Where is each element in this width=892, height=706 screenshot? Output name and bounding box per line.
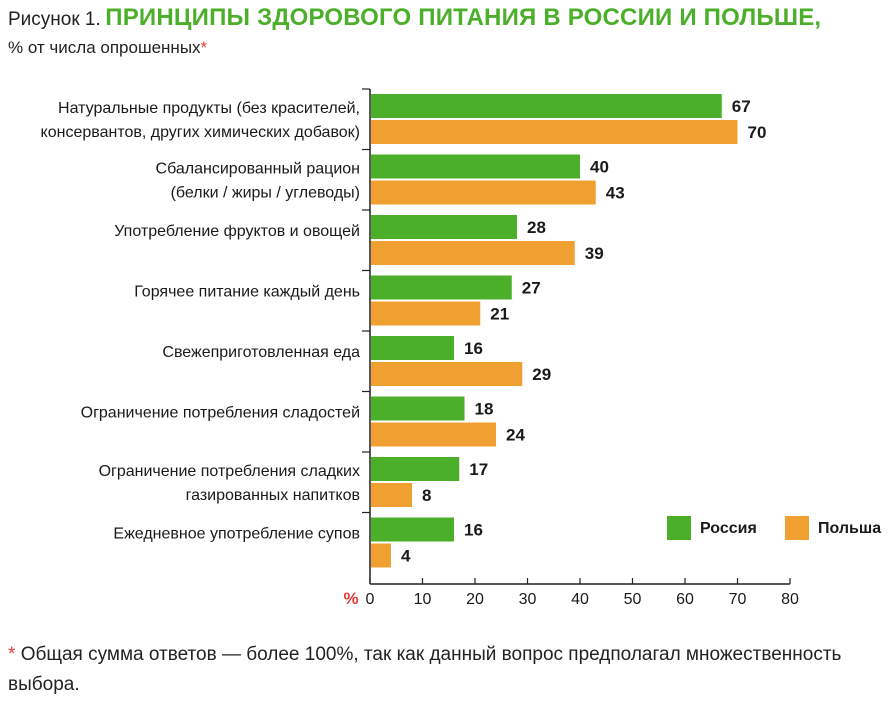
footnote-asterisk: * bbox=[8, 644, 16, 665]
data-label: 39 bbox=[585, 244, 604, 263]
x-axis-label: % bbox=[343, 589, 358, 608]
data-label: 16 bbox=[464, 521, 483, 540]
category-label: Ограничение потребления сладких bbox=[99, 463, 360, 480]
bar bbox=[371, 543, 391, 568]
category-label: консервантов, других химических добавок) bbox=[41, 124, 360, 141]
category-label: Натуральные продукты (без красителей, bbox=[58, 100, 360, 117]
data-label: 18 bbox=[475, 400, 494, 419]
bar bbox=[371, 422, 496, 447]
bar bbox=[371, 517, 454, 542]
data-label: 24 bbox=[506, 426, 525, 445]
category-label: Сбалансированный рацион bbox=[156, 161, 360, 178]
x-tick-label: 10 bbox=[414, 591, 432, 608]
subtitle-asterisk: * bbox=[200, 38, 208, 57]
data-label: 43 bbox=[606, 184, 625, 203]
chart-title-line: Рисунок 1. ПРИНЦИПЫ ЗДОРОВОГО ПИТАНИЯ В … bbox=[8, 4, 821, 32]
data-label: 29 bbox=[532, 365, 551, 384]
legend-swatch bbox=[667, 516, 691, 540]
chart-title: ПРИНЦИПЫ ЗДОРОВОГО ПИТАНИЯ В РОССИИ И ПО… bbox=[105, 4, 822, 31]
x-tick-label: 30 bbox=[519, 591, 537, 608]
category-label: Горячее питание каждый день bbox=[134, 284, 360, 301]
bar bbox=[371, 215, 517, 239]
legend-label: Россия bbox=[700, 520, 757, 537]
category-label: (белки / жиры / углеводы) bbox=[171, 185, 360, 202]
bar bbox=[371, 301, 481, 326]
bar bbox=[371, 180, 596, 205]
x-tick-label: 20 bbox=[466, 591, 484, 608]
bar bbox=[371, 483, 412, 507]
footnote-text: Общая сумма ответов — более 100%, так ка… bbox=[8, 644, 842, 695]
x-tick-label: 60 bbox=[676, 591, 694, 608]
data-label: 70 bbox=[748, 123, 767, 142]
data-label: 17 bbox=[469, 460, 488, 479]
legend-swatch bbox=[785, 516, 809, 540]
data-label: 8 bbox=[422, 486, 431, 505]
x-tick-label: 40 bbox=[571, 591, 589, 608]
data-label: 16 bbox=[464, 339, 483, 358]
x-tick-label: 50 bbox=[624, 591, 642, 608]
data-label: 40 bbox=[590, 158, 609, 177]
bar bbox=[371, 362, 523, 386]
data-label: 28 bbox=[527, 218, 546, 237]
data-label: 67 bbox=[732, 97, 751, 116]
bar bbox=[371, 457, 460, 481]
footnote: * Общая сумма ответов — более 100%, так … bbox=[8, 640, 868, 700]
data-label: 21 bbox=[490, 305, 509, 324]
bar bbox=[371, 94, 722, 118]
bar bbox=[371, 336, 454, 360]
bar bbox=[371, 154, 580, 179]
x-tick-label: 0 bbox=[366, 591, 375, 608]
data-label: 27 bbox=[522, 279, 541, 298]
bar bbox=[371, 241, 575, 265]
x-tick-label: 70 bbox=[729, 591, 747, 608]
bar bbox=[371, 275, 512, 300]
chart-subtitle-line: % от числа опрошенных* bbox=[8, 38, 207, 58]
bar bbox=[371, 120, 738, 144]
chart-subtitle: % от числа опрошенных bbox=[8, 38, 201, 57]
data-label: 4 bbox=[401, 547, 411, 566]
legend-label: Польша bbox=[818, 520, 881, 537]
category-label: Ежедневное употребление супов bbox=[113, 526, 360, 543]
category-label: Употребление фруктов и овощей bbox=[114, 223, 360, 240]
figure-label: Рисунок 1. bbox=[8, 9, 101, 30]
category-label: Свежеприготовленная еда bbox=[162, 344, 360, 361]
bar bbox=[371, 396, 465, 421]
category-label: газированных напитков bbox=[186, 487, 360, 504]
bar-chart: 67 70 Натуральные продукты (без красителей… bbox=[41, 88, 881, 608]
category-label: Ограничение потребления сладостей bbox=[81, 405, 360, 422]
x-tick-label: 80 bbox=[781, 591, 799, 608]
